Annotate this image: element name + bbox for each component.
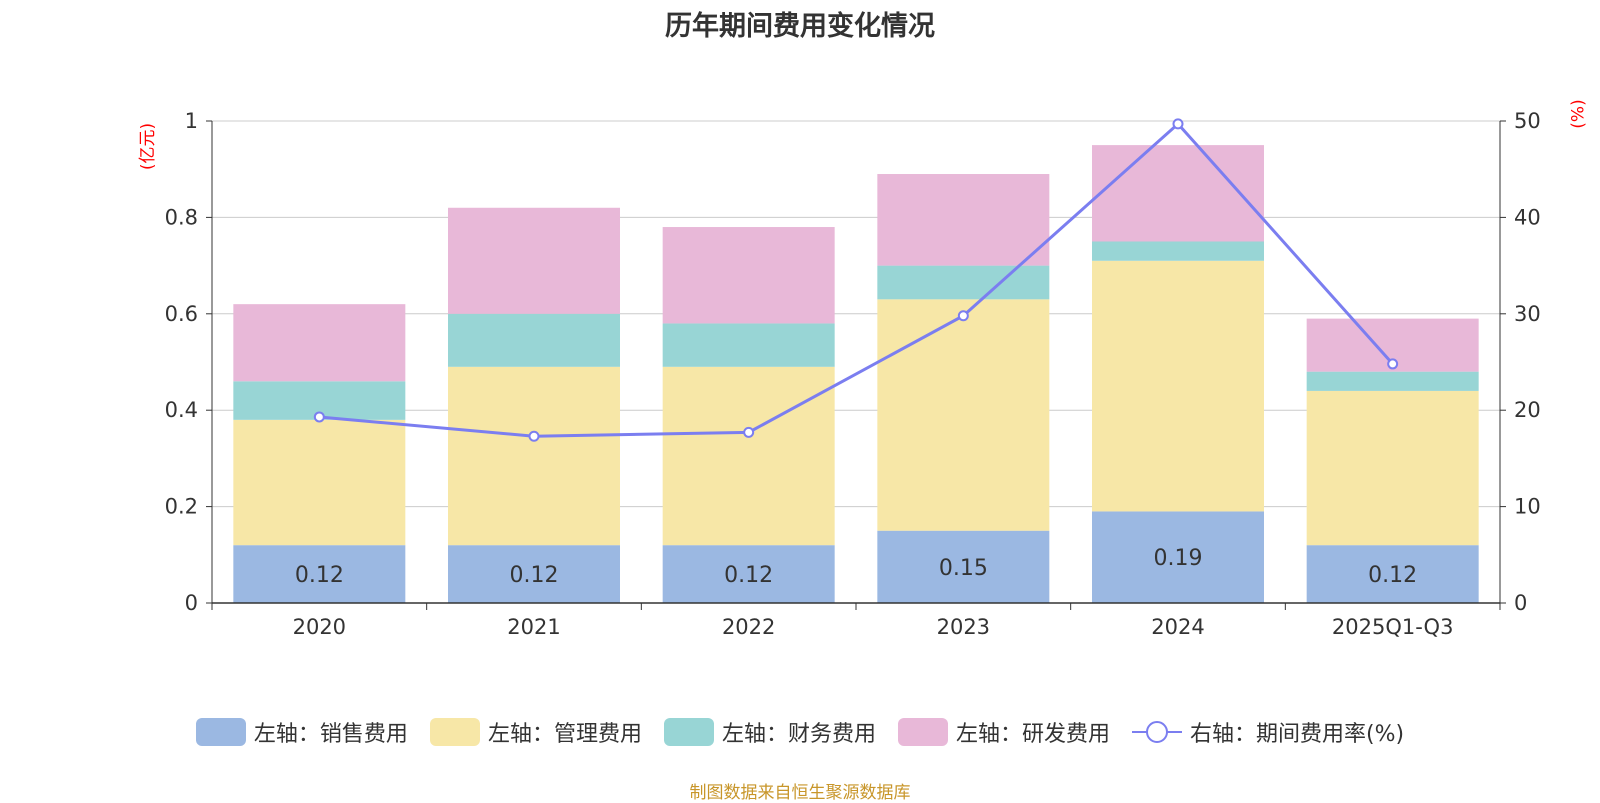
bar-sales-2020 — [233, 545, 406, 603]
right-tick-label: 20 — [1514, 398, 1541, 422]
expense-rate-point-2025Q1-Q3 — [1387, 358, 1399, 370]
left-tick-label: 0.8 — [165, 205, 198, 229]
legend-line-circle — [1145, 721, 1168, 743]
x-tick-label: 2021 — [507, 615, 560, 639]
x-tick-label: 2020 — [293, 615, 346, 639]
left-tick-label: 0.4 — [165, 398, 198, 422]
expense-rate-point-2021 — [528, 430, 540, 442]
expense-rate-point-2024 — [1172, 118, 1184, 130]
x-tick-label: 2025Q1-Q3 — [1332, 615, 1454, 639]
legend-item[interactable]: 左轴：财务费用 — [663, 716, 876, 748]
left-tick-label: 0 — [185, 591, 198, 615]
x-tick-label: 2023 — [937, 615, 990, 639]
legend-item[interactable]: 左轴：研发费用 — [897, 716, 1110, 748]
bar-sales-2022 — [662, 545, 835, 603]
chart-title: 历年期间费用变化情况 — [665, 11, 935, 42]
bar-admin-2023 — [877, 299, 1050, 531]
bar-rnd-2022 — [662, 227, 835, 324]
bar-finance-2022 — [662, 323, 835, 367]
bar-admin-2022 — [662, 366, 835, 546]
bar-finance-2025Q1-Q3 — [1306, 371, 1479, 391]
legend-swatch — [429, 718, 480, 746]
bar-data-label: 0.12 — [1368, 563, 1417, 588]
bar-finance-2024 — [1092, 241, 1264, 261]
bar-rnd-2024 — [1092, 145, 1264, 242]
expense-rate-point-2020 — [313, 411, 325, 423]
bar-data-label: 0.12 — [295, 563, 344, 588]
bar-admin-2020 — [233, 419, 406, 546]
right-tick-label: 30 — [1514, 302, 1541, 326]
right-tick-label: 50 — [1514, 109, 1541, 133]
legend-item[interactable]: 左轴：管理费用 — [429, 716, 642, 748]
legend: 左轴：销售费用 左轴：管理费用 左轴：财务费用 左轴：研发费用 右轴：期间费用率(%) — [0, 716, 1600, 748]
expense-rate-point-2023 — [957, 310, 969, 322]
bar-data-label: 0.15 — [939, 556, 988, 581]
legend-label: 左轴：管理费用 — [487, 722, 642, 747]
bar-data-label: 0.12 — [510, 563, 559, 588]
legend-swatch — [897, 718, 948, 746]
right-axis-unit: (%) — [1568, 99, 1589, 129]
bar-admin-2025Q1-Q3 — [1306, 390, 1479, 546]
legend-label: 左轴：研发费用 — [955, 722, 1110, 747]
legend-swatch — [663, 718, 714, 746]
x-tick-label: 2022 — [722, 615, 775, 639]
legend-line-marker-icon — [1131, 721, 1182, 743]
bar-sales-2021 — [448, 545, 620, 603]
expense-rate-line — [319, 121, 1394, 438]
bar-rnd-2023 — [877, 174, 1050, 266]
bar-sales-2025Q1-Q3 — [1306, 545, 1479, 603]
legend-label: 左轴：财务费用 — [721, 722, 876, 747]
bar-admin-2021 — [448, 366, 620, 546]
bar-sales-2023 — [877, 530, 1050, 603]
bar-rnd-2021 — [448, 207, 620, 314]
left-tick-label: 0.2 — [165, 495, 198, 519]
legend-label: 左轴：销售费用 — [253, 722, 408, 747]
left-axis-unit: (亿元) — [138, 122, 159, 171]
bar-sales-2024 — [1092, 511, 1264, 603]
source-note: 制图数据来自恒生聚源数据库 — [689, 783, 911, 803]
expense-rate-point-2022 — [743, 426, 755, 438]
bar-rnd-2020 — [233, 304, 406, 382]
legend-swatch — [195, 718, 246, 746]
x-tick-label: 2024 — [1151, 615, 1204, 639]
right-tick-label: 0 — [1514, 591, 1527, 615]
left-tick-label: 1 — [185, 109, 198, 133]
right-tick-label: 10 — [1514, 495, 1541, 519]
bar-finance-2023 — [877, 265, 1050, 300]
left-tick-label: 0.6 — [165, 302, 198, 326]
legend-item[interactable]: 左轴：销售费用 — [195, 716, 408, 748]
bar-data-label: 0.19 — [1154, 546, 1203, 571]
bar-admin-2024 — [1092, 260, 1264, 512]
bar-data-label: 0.12 — [724, 563, 773, 588]
legend-item[interactable]: 右轴：期间费用率(%) — [1131, 716, 1405, 748]
legend-label: 右轴：期间费用率(%) — [1189, 722, 1405, 747]
right-tick-label: 40 — [1514, 205, 1541, 229]
bar-finance-2021 — [448, 313, 620, 367]
